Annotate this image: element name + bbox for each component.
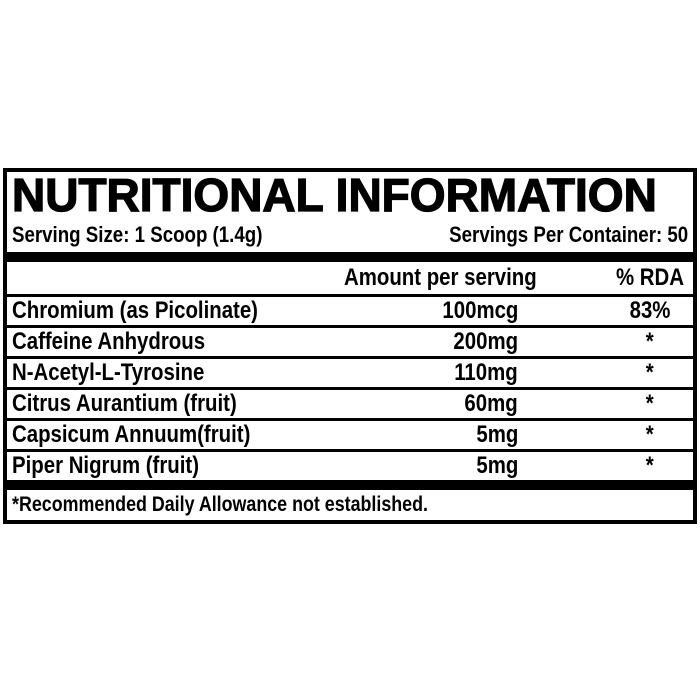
column-header-amount: Amount per serving — [344, 264, 537, 291]
nutrient-amount: 5mg — [476, 452, 518, 479]
nutrient-name: Piper Nigrum (fruit) — [12, 452, 199, 479]
nutrient-row: Piper Nigrum (fruit) 5mg * — [7, 452, 693, 480]
nutrient-row: Caffeine Anhydrous 200mg * — [7, 328, 693, 359]
servings-per-container-text: Servings Per Container: 50 — [448, 222, 688, 247]
nutrient-row: N-Acetyl-L-Tyrosine 110mg * — [7, 359, 693, 390]
nutrient-amount: 110mg — [454, 359, 518, 386]
column-header-rda: % RDA — [615, 264, 684, 291]
nutrient-rda: 83% — [629, 297, 671, 324]
nutrient-amount: 200mg — [453, 328, 518, 355]
panel-title: NUTRITIONAL INFORMATION — [11, 172, 657, 218]
nutrient-rda: * — [646, 390, 654, 417]
nutrition-panel: NUTRITIONAL INFORMATION Serving Size: 1 … — [3, 168, 697, 524]
thick-divider-top — [7, 252, 693, 262]
nutrient-row: Chromium (as Picolinate) 100mcg 83% — [7, 297, 693, 328]
nutrient-rda: * — [646, 359, 654, 386]
nutrient-row: Citrus Aurantium (fruit) 60mg * — [7, 390, 693, 421]
column-header-row: Amount per serving % RDA — [7, 262, 693, 297]
nutrient-name: Citrus Aurantium (fruit) — [12, 390, 237, 417]
nutrient-rda: * — [646, 421, 654, 448]
nutrient-name: Caffeine Anhydrous — [12, 328, 206, 355]
nutrient-name: N-Acetyl-L-Tyrosine — [12, 359, 205, 386]
nutrient-row: Capsicum Annuum(fruit) 5mg * — [7, 421, 693, 452]
thick-divider-bottom — [7, 480, 693, 490]
footnote-text: *Recommended Daily Allowance not establi… — [12, 493, 428, 516]
nutrient-rda: * — [646, 452, 654, 479]
nutrient-amount: 5mg — [476, 421, 518, 448]
nutrient-name: Chromium (as Picolinate) — [12, 297, 258, 324]
nutrient-amount: 60mg — [464, 390, 518, 417]
footnote-row: *Recommended Daily Allowance not establi… — [7, 490, 693, 520]
nutrient-amount: 100mcg — [442, 297, 518, 324]
serving-size-text: Serving Size: 1 Scoop (1.4g) — [12, 222, 263, 247]
nutrient-name: Capsicum Annuum(fruit) — [12, 421, 251, 448]
nutrient-rda: * — [646, 328, 654, 355]
serving-info-row: Serving Size: 1 Scoop (1.4g) Servings Pe… — [7, 218, 693, 252]
